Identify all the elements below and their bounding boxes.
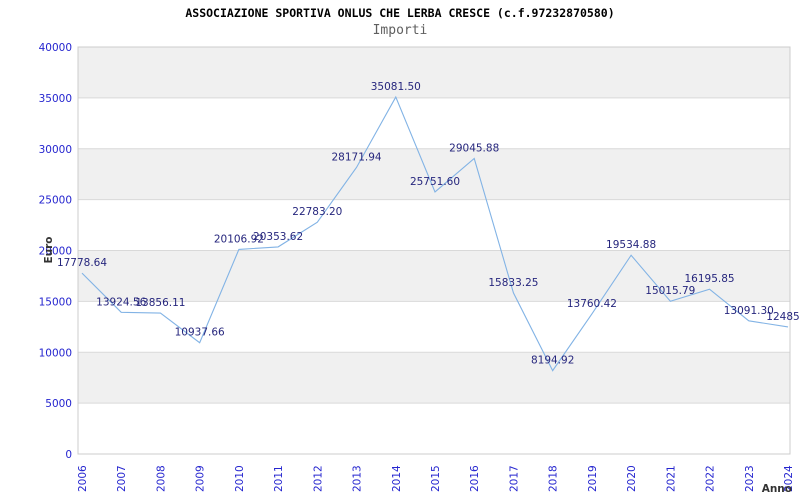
x-tick-label: 2014 bbox=[391, 465, 403, 492]
y-tick-label: 5000 bbox=[45, 398, 72, 410]
x-tick-label: 2021 bbox=[665, 465, 677, 492]
data-label: 15015.79 bbox=[645, 285, 695, 297]
x-tick-label: 2020 bbox=[626, 465, 638, 492]
x-tick-label: 2011 bbox=[273, 465, 285, 492]
data-label: 20353.62 bbox=[253, 231, 303, 243]
data-label: 13760.42 bbox=[567, 298, 617, 310]
y-tick-label: 15000 bbox=[39, 296, 72, 308]
band bbox=[78, 47, 790, 98]
data-label: 28171.94 bbox=[332, 151, 382, 163]
x-tick-label: 2018 bbox=[548, 465, 560, 492]
data-label: 16195.85 bbox=[685, 273, 735, 285]
x-tick-label: 2009 bbox=[195, 465, 207, 492]
chart-title: ASSOCIAZIONE SPORTIVA ONLUS CHE LERBA CR… bbox=[185, 6, 615, 20]
x-tick-label: 2022 bbox=[705, 465, 717, 492]
band bbox=[78, 148, 790, 200]
series-group bbox=[81, 95, 789, 372]
x-axis-tick-labels: 2006 2007 2008 2009 2010 2011 2012 2013 2014 2015… bbox=[77, 465, 795, 492]
band bbox=[78, 352, 790, 404]
data-label: 29045.88 bbox=[449, 142, 499, 154]
x-tick-label: 2016 bbox=[469, 465, 481, 492]
data-label: 10937.66 bbox=[175, 327, 225, 339]
data-label: 35081.50 bbox=[371, 81, 421, 93]
data-label: 25751.60 bbox=[410, 176, 460, 188]
data-label: 13091.30 bbox=[724, 305, 774, 317]
x-tick-label: 2006 bbox=[77, 465, 89, 492]
data-label: 13924.56 bbox=[96, 296, 146, 308]
x-tick-label: 2015 bbox=[430, 465, 442, 492]
x-tick-label: 2012 bbox=[312, 465, 324, 492]
data-label: 12485.5 bbox=[766, 311, 800, 323]
x-tick-label: 2024 bbox=[783, 465, 795, 492]
x-tick-label: 2008 bbox=[155, 465, 167, 492]
plot-border bbox=[77, 46, 791, 455]
background-bands bbox=[78, 47, 790, 404]
x-tick-label: 2023 bbox=[744, 465, 756, 492]
y-tick-label: 25000 bbox=[39, 195, 72, 207]
x-tick-label: 2017 bbox=[508, 465, 520, 492]
x-tick-label: 2007 bbox=[116, 465, 128, 492]
data-label: 15833.25 bbox=[488, 277, 538, 289]
series-line bbox=[81, 95, 789, 372]
data-label: 13856.11 bbox=[135, 297, 185, 309]
data-label: 8194.92 bbox=[531, 355, 574, 367]
x-tick-label: 2019 bbox=[587, 465, 599, 492]
y-tick-label: 40000 bbox=[39, 42, 72, 54]
band bbox=[78, 250, 790, 302]
x-tick-label: 2010 bbox=[234, 465, 246, 492]
data-label: 20106.92 bbox=[214, 233, 264, 245]
y-tick-label: 30000 bbox=[39, 144, 72, 156]
y-tick-label: 35000 bbox=[39, 93, 72, 105]
y-axis-label: Euro bbox=[43, 236, 55, 263]
data-label: 19534.88 bbox=[606, 239, 656, 251]
x-tick-label: 2013 bbox=[352, 465, 364, 492]
y-axis-tick-labels: 0 5000 10000 15000 20000 25000 30000 35000 40000 bbox=[39, 42, 72, 461]
y-tick-label: 10000 bbox=[39, 347, 72, 359]
plot-border-group bbox=[77, 46, 791, 455]
x-axis-label: Anno bbox=[762, 483, 792, 495]
y-tick-label: 20000 bbox=[39, 246, 72, 258]
y-tick-label: 0 bbox=[65, 449, 72, 461]
data-label: 22783.20 bbox=[292, 206, 342, 218]
chart-subtitle: Importi bbox=[372, 23, 428, 38]
data-label: 17778.64 bbox=[57, 257, 107, 269]
